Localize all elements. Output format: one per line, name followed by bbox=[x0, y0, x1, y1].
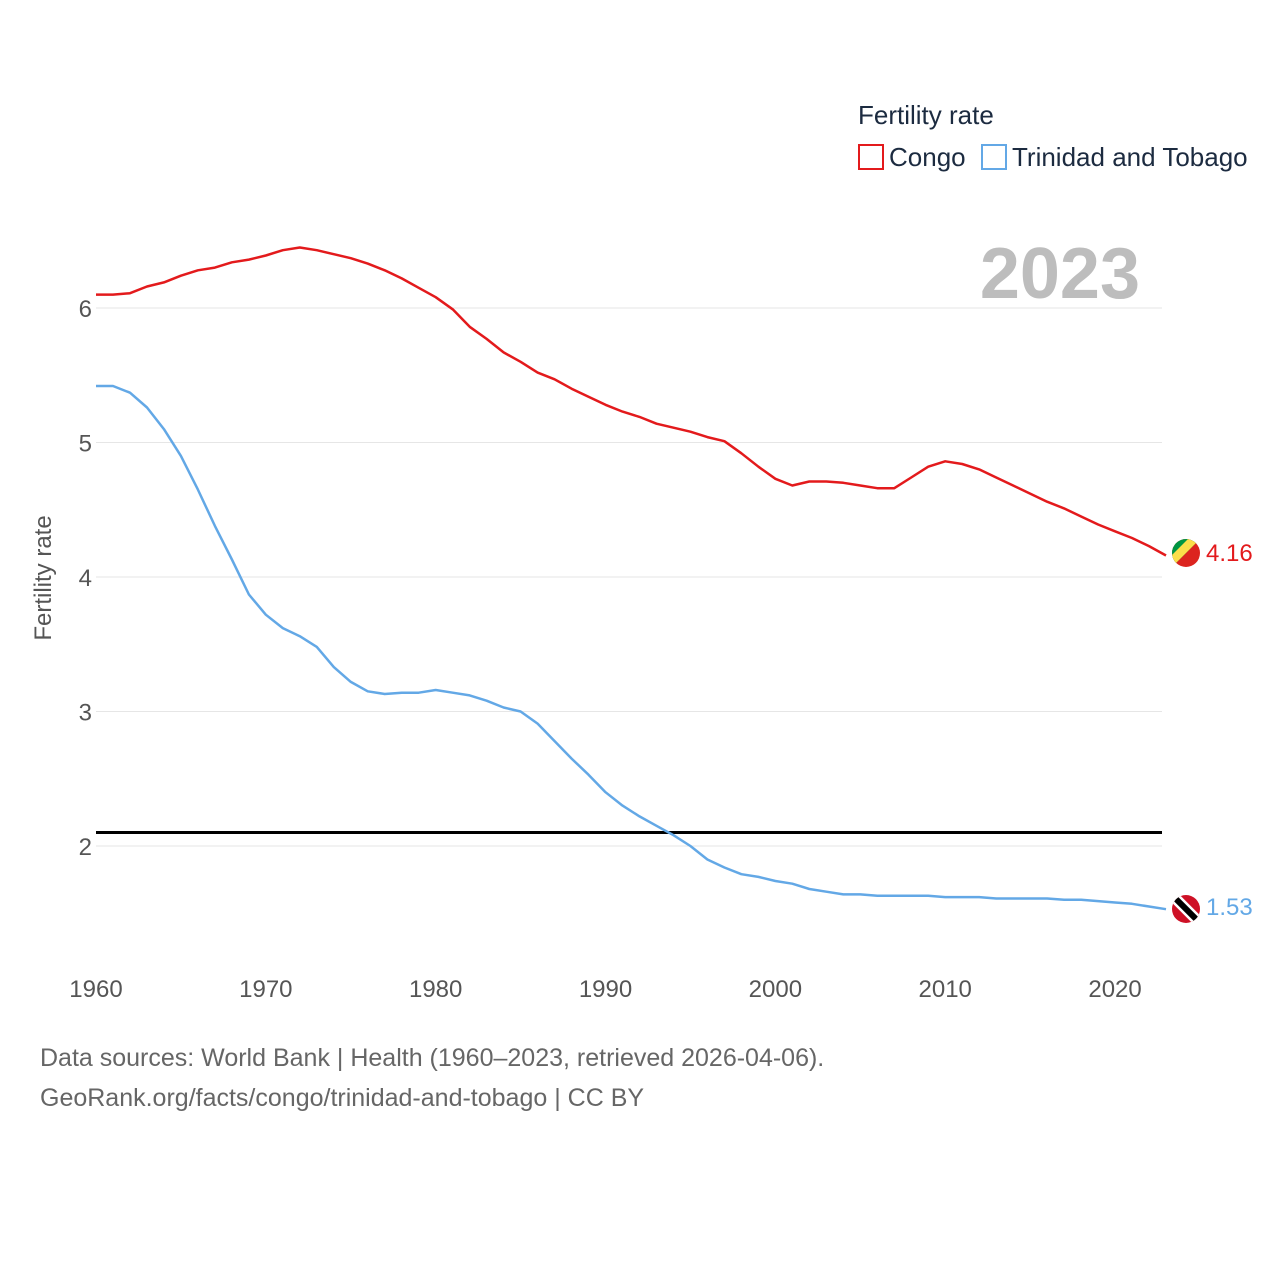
legend-label-trinidad-and-tobago: Trinidad and Tobago bbox=[1012, 142, 1248, 172]
y-tick-label: 3 bbox=[79, 700, 92, 727]
y-axis-ticks: 2 3 4 5 6 bbox=[79, 296, 92, 861]
trinidad-and-tobago-flag-icon bbox=[1172, 895, 1200, 923]
congo-flag-icon bbox=[1172, 539, 1200, 567]
y-tick-label: 2 bbox=[79, 834, 92, 861]
source-note: Data sources: World Bank | Health (1960–… bbox=[40, 1044, 825, 1072]
series-line-congo[interactable] bbox=[96, 246, 1167, 557]
x-tick-label: 2010 bbox=[919, 976, 972, 1003]
x-tick-label: 1990 bbox=[579, 976, 632, 1003]
x-tick-label: 2020 bbox=[1088, 976, 1141, 1003]
legend-item-congo[interactable]: Congo bbox=[858, 142, 966, 172]
legend-label-congo: Congo bbox=[889, 142, 966, 172]
series-line-trinidad-and-tobago[interactable] bbox=[96, 384, 1167, 911]
grid-lines bbox=[96, 307, 1162, 847]
y-tick-label: 6 bbox=[79, 296, 92, 323]
legend-swatch-congo bbox=[858, 144, 884, 170]
y-tick-label: 4 bbox=[79, 565, 92, 592]
x-axis-ticks: 1960 1970 1980 1990 2000 2010 2020 bbox=[69, 976, 1141, 1003]
end-label-trinidad-and-tobago: 1.53 bbox=[1206, 894, 1253, 921]
series-lines bbox=[96, 246, 1167, 911]
legend-swatch-trinidad-and-tobago bbox=[981, 144, 1007, 170]
x-tick-label: 1960 bbox=[69, 976, 122, 1003]
end-label-congo: 4.16 bbox=[1206, 540, 1253, 567]
legend-item-trinidad-and-tobago[interactable]: Trinidad and Tobago bbox=[981, 142, 1248, 172]
y-tick-label: 5 bbox=[79, 431, 92, 458]
year-stamp: 2023 bbox=[980, 234, 1140, 314]
y-axis-title: Fertility rate bbox=[30, 515, 57, 640]
source-link[interactable]: GeoRank.org/facts/congo/trinidad-and-tob… bbox=[40, 1084, 645, 1112]
x-tick-label: 2000 bbox=[749, 976, 802, 1003]
legend-title: Fertility rate bbox=[858, 100, 994, 130]
x-tick-label: 1980 bbox=[409, 976, 462, 1003]
legend: Fertility rate Congo Trinidad and Tobago bbox=[858, 100, 1248, 172]
x-tick-label: 1970 bbox=[239, 976, 292, 1003]
